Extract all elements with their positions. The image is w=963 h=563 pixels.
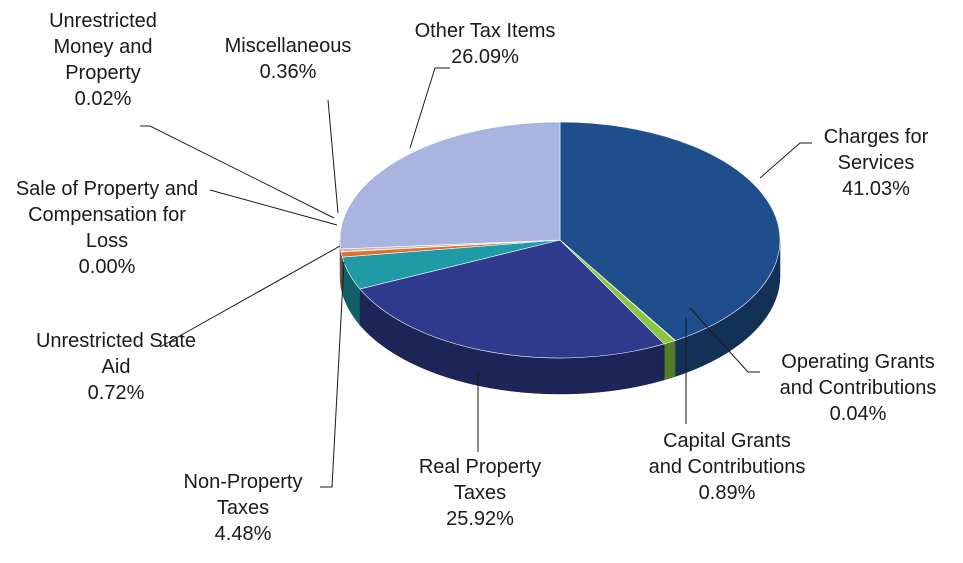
leader-line-sale-of-property-and-compensation-for-loss (210, 190, 337, 225)
data-label-non-property-taxes: Non-Property Taxes 4.48% (184, 471, 303, 545)
pie-tops (340, 122, 780, 358)
data-label-text: Property (65, 62, 141, 84)
data-label-value: 25.92% (446, 508, 514, 530)
data-label-text: Sale of Property and (16, 178, 198, 200)
data-label-value: 0.72% (88, 382, 145, 404)
data-label-text: Money and (54, 36, 153, 58)
data-label-sale-of-property-and-compensation-for-loss: Sale of Property and Compensation for Loss… (16, 178, 198, 278)
data-label-text: Taxes (454, 482, 506, 504)
data-label-text: and Contributions (780, 377, 937, 399)
data-label-text: Operating Grants (781, 351, 934, 373)
data-label-other-tax-items: Other Tax Items 26.09% (415, 20, 556, 68)
data-label-value: 0.36% (260, 61, 317, 83)
data-label-unrestricted-money-and-property: Unrestricted Money and Property 0.02% (49, 10, 157, 110)
data-label-text: Capital Grants (663, 430, 791, 452)
data-label-text: Taxes (217, 497, 269, 519)
data-label-operating-grants-and-contributions: Operating Grants and Contributions 0.04% (780, 351, 937, 425)
leader-line-miscellaneous (328, 100, 338, 213)
data-label-text: Unrestricted State (36, 330, 196, 352)
data-label-text: Miscellaneous (225, 35, 352, 57)
data-label-text: Real Property (419, 456, 541, 478)
data-label-text: Other Tax Items (415, 20, 556, 42)
slice-other-tax-items (340, 122, 560, 249)
data-label-text: Unrestricted (49, 10, 157, 32)
data-label-text: Services (838, 152, 915, 174)
data-label-text: Non-Property (184, 471, 303, 493)
data-label-value: 0.04% (830, 403, 887, 425)
data-label-value: 0.89% (699, 482, 756, 504)
data-label-real-property-taxes: Real Property Taxes 25.92% (419, 456, 541, 530)
data-label-value: 4.48% (215, 523, 272, 545)
data-label-text: Charges for (824, 126, 929, 148)
data-label-miscellaneous: Miscellaneous 0.36% (225, 35, 352, 83)
data-label-value: 0.00% (79, 256, 136, 278)
data-label-value: 41.03% (842, 178, 910, 200)
data-label-text: and Contributions (649, 456, 806, 478)
data-label-text: Compensation for (28, 204, 186, 226)
leader-line-charges-for-services (760, 143, 812, 178)
data-label-capital-grants-and-contributions: Capital Grants and Contributions 0.89% (649, 430, 806, 504)
data-label-value: 26.09% (451, 46, 519, 68)
leader-line-other-tax-items (410, 68, 450, 148)
data-label-charges-for-services: Charges for Services 41.03% (824, 126, 929, 200)
data-label-text: Aid (102, 356, 131, 378)
data-label-unrestricted-state-aid: Unrestricted State Aid 0.72% (36, 330, 196, 404)
data-label-value: 0.02% (75, 88, 132, 110)
leader-line-non-property-taxes (320, 262, 344, 487)
data-label-text: Loss (86, 230, 128, 252)
slice-side-capital-grants-and-contributions (664, 341, 675, 380)
